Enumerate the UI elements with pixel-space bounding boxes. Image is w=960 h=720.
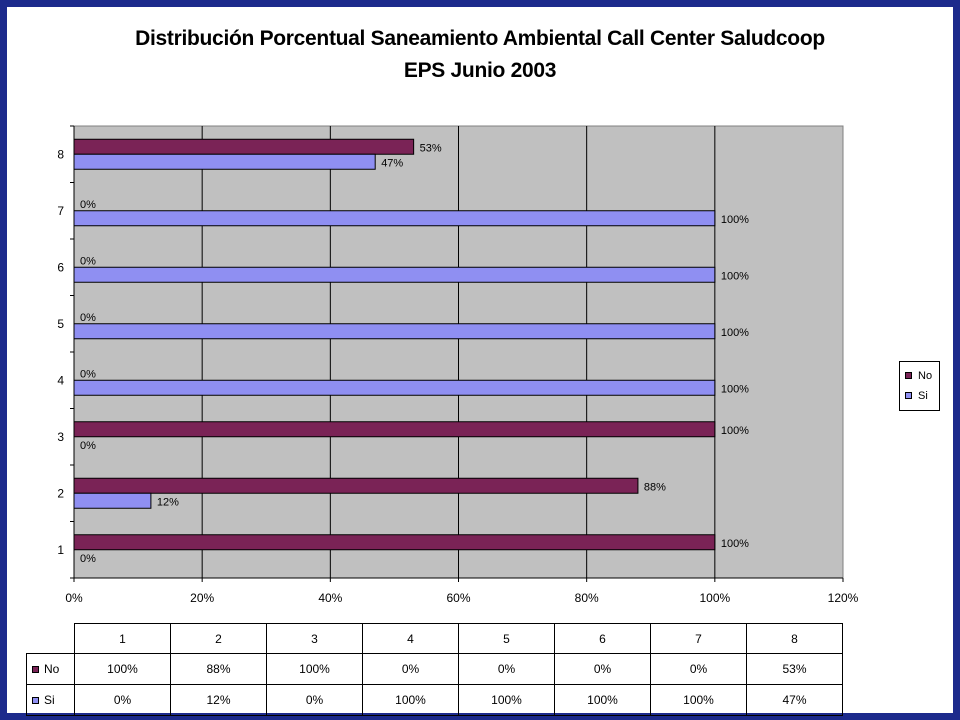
data-label-si: 100% — [721, 383, 749, 395]
chart-subtitle: EPS Junio 2003 — [403, 59, 557, 82]
bar-si — [73, 210, 716, 227]
table-header-cell: 2 — [170, 623, 267, 654]
table-header-cell: 5 — [458, 623, 555, 654]
bar-no — [73, 477, 639, 494]
data-label-no: 100% — [721, 538, 749, 550]
data-label-no: 0% — [80, 368, 96, 380]
data-label-no: 100% — [721, 425, 749, 437]
bar-si — [73, 323, 716, 340]
legend-swatch-si — [905, 392, 912, 399]
data-label-si: 100% — [721, 270, 749, 282]
bar-si — [73, 379, 716, 396]
bar-no — [73, 534, 716, 551]
table-cell: 0% — [266, 684, 363, 716]
table-corner-cell — [26, 623, 75, 654]
x-tick-label: 80% — [575, 591, 599, 605]
table-row: No 100% 88% 100% 0% 0% 0% 0% 53% — [26, 653, 843, 685]
table-row: Si 0% 12% 0% 100% 100% 100% 100% 47% — [26, 684, 843, 716]
data-label-no: 0% — [80, 255, 96, 267]
table-cell: 100% — [266, 653, 363, 685]
table-header-cell: 7 — [650, 623, 747, 654]
table-cell: 100% — [362, 684, 459, 716]
legend-label-si: Si — [918, 390, 928, 402]
table-cell: 53% — [746, 653, 843, 685]
bar-no — [73, 138, 415, 155]
table-cell: 88% — [170, 653, 267, 685]
data-label-si: 0% — [80, 440, 96, 452]
y-tick-label: 1 — [57, 543, 64, 557]
x-tick-label: 20% — [190, 591, 214, 605]
table-header-cell: 4 — [362, 623, 459, 654]
table-cell: 100% — [458, 684, 555, 716]
table-cell: 100% — [554, 684, 651, 716]
legend-swatch-no — [905, 372, 912, 379]
y-tick-label: 4 — [57, 373, 64, 387]
table-row-header: No — [26, 653, 75, 685]
table-legend-swatch — [32, 697, 39, 704]
table-cell: 0% — [362, 653, 459, 685]
data-table: 1 2 3 4 5 6 7 8 No 100% 88% 100% 0% 0% 0% 0% 53% Si 0% 12% 0… — [26, 623, 843, 716]
data-label-no: 0% — [80, 312, 96, 324]
chart-legend: No Si — [899, 361, 940, 411]
table-series-label: Si — [44, 693, 55, 707]
table-cell: 100% — [650, 684, 747, 716]
chart-title: Distribución Porcentual Saneamiento Ambi… — [135, 27, 825, 50]
legend-label-no: No — [918, 370, 933, 382]
data-label-no: 0% — [80, 199, 96, 211]
table-header-cell: 3 — [266, 623, 363, 654]
x-tick-label: 60% — [446, 591, 470, 605]
y-tick-label: 5 — [57, 317, 64, 331]
data-label-no: 88% — [644, 481, 666, 493]
y-tick-label: 2 — [57, 486, 64, 500]
table-cell: 0% — [458, 653, 555, 685]
table-series-label: No — [44, 662, 60, 676]
table-cell: 0% — [74, 684, 171, 716]
data-label-si: 100% — [721, 327, 749, 339]
data-label-si: 100% — [721, 214, 749, 226]
bar-si — [73, 266, 716, 283]
x-tick-label: 40% — [318, 591, 342, 605]
table-cell: 47% — [746, 684, 843, 716]
table-row-header: Si — [26, 684, 75, 716]
data-label-si: 12% — [157, 496, 179, 508]
bar-no — [73, 421, 716, 438]
x-tick-label: 120% — [828, 591, 859, 605]
x-tick-label: 0% — [65, 591, 83, 605]
y-tick-label: 6 — [57, 260, 64, 274]
bar-si — [73, 492, 152, 509]
table-header-cell: 6 — [554, 623, 651, 654]
table-legend-swatch — [32, 666, 39, 673]
data-label-si: 0% — [80, 553, 96, 565]
table-cell: 0% — [650, 653, 747, 685]
table-cell: 12% — [170, 684, 267, 716]
y-tick-label: 8 — [57, 147, 64, 161]
y-tick-label: 7 — [57, 204, 64, 218]
data-label-si: 47% — [381, 157, 403, 169]
x-tick-label: 100% — [699, 591, 730, 605]
y-tick-label: 3 — [57, 430, 64, 444]
table-cell: 100% — [74, 653, 171, 685]
table-header-cell: 8 — [746, 623, 843, 654]
bar-si — [73, 153, 376, 170]
table-cell: 0% — [554, 653, 651, 685]
table-header-cell: 1 — [74, 623, 171, 654]
data-label-no: 53% — [420, 142, 442, 154]
